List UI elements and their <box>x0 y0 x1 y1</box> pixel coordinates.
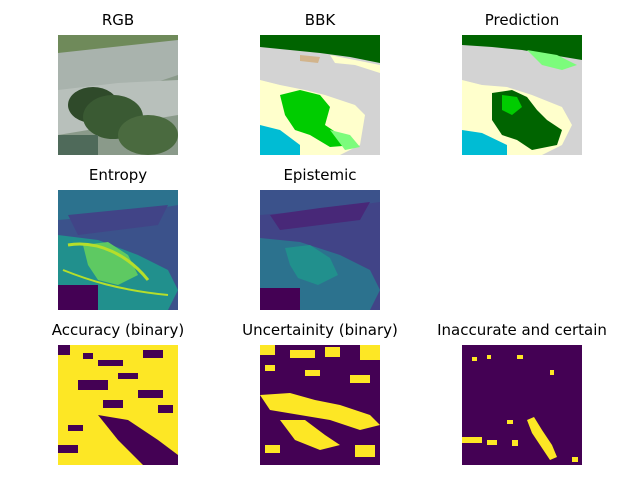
panel-rgb: RGB <box>58 11 178 155</box>
inaccurate-certain-map <box>462 345 582 465</box>
panel-title: Epistemic <box>283 166 357 184</box>
panel-epistemic: Epistemic <box>260 166 380 310</box>
panel-title: RGB <box>101 11 135 29</box>
panel-title: BBK <box>304 11 336 29</box>
panel-title: Uncertainity (binary) <box>242 321 398 339</box>
entropy-map <box>58 190 178 310</box>
panel-title: Entropy <box>88 166 148 184</box>
panel-bbk: BBK <box>260 11 380 155</box>
panel-uncertainty: Uncertainity (binary) <box>242 321 398 465</box>
panel-accuracy: Accuracy (binary) <box>52 321 184 465</box>
bbk-map <box>260 35 380 155</box>
panel-title: Accuracy (binary) <box>51 321 185 339</box>
accuracy-binary-map <box>58 345 178 465</box>
epistemic-map <box>260 190 380 310</box>
rgb-image <box>58 35 178 155</box>
panel-prediction: Prediction <box>462 11 582 155</box>
uncertainty-binary-map <box>260 345 380 465</box>
panel-title: Prediction <box>484 11 560 29</box>
panel-title: Inaccurate and certain <box>437 321 607 339</box>
panel-entropy: Entropy <box>58 166 178 310</box>
prediction-map <box>462 35 582 155</box>
panel-inaccurate: Inaccurate and certain <box>437 321 607 465</box>
